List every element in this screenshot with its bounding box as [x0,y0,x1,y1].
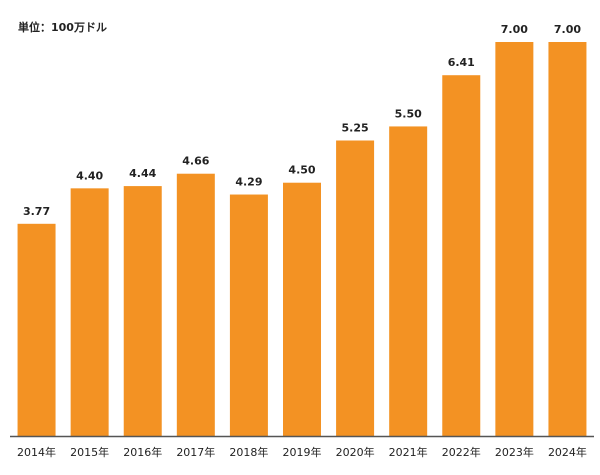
x-tick-label-2: 2016年 [123,445,162,459]
unit-label: 単位：100万ドル [18,21,107,34]
value-label-7: 5.50 [395,107,422,120]
x-tick-label-8: 2022年 [442,445,481,459]
bar-3 [176,173,215,436]
x-tick-label-10: 2024年 [548,445,587,459]
value-label-1: 4.40 [76,169,103,182]
bar-4 [229,194,268,436]
value-label-9: 7.00 [501,23,528,36]
bar-9 [495,42,534,436]
x-tick-label-4: 2018年 [229,445,268,459]
x-tick-label-0: 2014年 [17,445,56,459]
value-label-4: 4.29 [235,176,262,189]
bar-1 [70,188,109,436]
x-tick-label-9: 2023年 [495,445,534,459]
value-label-5: 4.50 [288,164,315,177]
x-tick-label-1: 2015年 [70,445,109,459]
bar-5 [283,182,321,436]
bar-6 [336,140,375,436]
value-label-8: 6.41 [448,56,475,69]
x-tick-label-7: 2021年 [389,445,428,459]
x-tick-label-5: 2019年 [283,445,322,459]
x-tick-label-3: 2017年 [176,445,215,459]
value-label-2: 4.44 [129,167,156,180]
value-label-10: 7.00 [554,23,581,36]
bar-10 [548,42,587,436]
bar-2 [123,186,162,436]
x-tick-label-6: 2020年 [336,445,375,459]
value-labels-layer: 3.77 4.40 4.44 4.66 4.29 4.50 5.25 5.50 6.41 7.00… [23,23,581,218]
value-label-3: 4.66 [182,155,209,168]
x-tick-labels-layer: 2014年 2015年 2016年 2017年 2018年 2019年 2020年 2021年… [17,445,587,459]
bar-8 [442,75,481,437]
value-label-6: 5.25 [342,122,369,135]
bar-7 [389,126,428,437]
bars-layer [17,42,587,437]
bar-0 [17,223,56,436]
value-label-0: 3.77 [23,205,50,218]
